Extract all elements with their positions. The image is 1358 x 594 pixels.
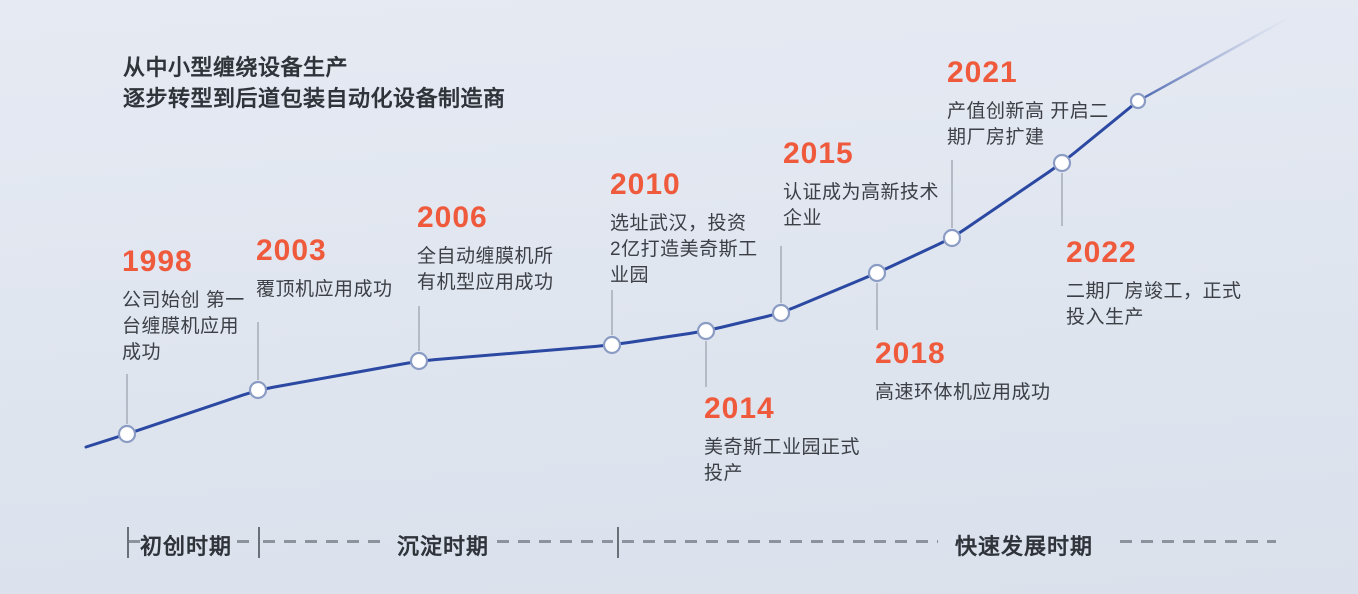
milestone-dot: [409, 351, 429, 371]
milestone-dot: [867, 263, 887, 283]
intro-title: 从中小型缠绕设备生产 逐步转型到后道包装自动化设备制造商: [123, 55, 506, 111]
milestone-desc: 认证成为高新技术 企业: [783, 182, 940, 229]
milestone-year: 2014: [704, 392, 775, 425]
milestone-dot: [117, 424, 137, 444]
phase-dash-line: [237, 540, 253, 543]
milestone-desc: 公司始创 第一 台缠膜机应用 成功: [122, 290, 245, 363]
milestone-dot: [602, 335, 622, 355]
milestone-year: 2021: [947, 56, 1018, 89]
milestone-year: 2015: [783, 137, 854, 170]
milestone-1998: 1998 公司始创 第一 台缠膜机应用 成功: [122, 247, 245, 366]
milestone-year: 2018: [875, 337, 946, 370]
milestone-dot: [942, 228, 962, 248]
milestone-desc: 二期厂房竣工，正式 投入生产: [1066, 281, 1242, 328]
phase-divider: [617, 527, 619, 558]
milestone-2022: 2022 二期厂房竣工，正式 投入生产: [1066, 238, 1242, 331]
milestone-desc: 选址武汉，投资 2亿打造美奇斯工 业园: [610, 213, 758, 286]
milestone-2021: 2021 产值创新高 开启二 期厂房扩建: [947, 58, 1109, 151]
milestone-2015: 2015 认证成为高新技术 企业: [783, 139, 939, 232]
milestone-desc: 高速环体机应用成功: [875, 382, 1051, 403]
trend-tail-dot: [1129, 92, 1147, 110]
milestone-2006: 2006 全自动缠膜机所 有机型应用成功: [417, 203, 554, 296]
milestone-year: 2003: [256, 234, 327, 267]
phase-divider: [127, 527, 129, 558]
phase-dash-line: [1120, 540, 1276, 543]
milestone-year: 2010: [610, 168, 681, 201]
milestone-dot: [1052, 153, 1072, 173]
phase-dash-line: [622, 540, 938, 543]
phase-dash-line: [129, 540, 140, 543]
growth-curve-fade-tail: [1137, 14, 1293, 103]
milestone-dot: [771, 303, 791, 323]
phase-label: 快速发展时期: [955, 534, 1094, 559]
milestone-desc: 覆顶机应用成功: [256, 279, 393, 300]
phase-label: 沉淀时期: [397, 534, 490, 559]
milestone-2003: 2003 覆顶机应用成功: [256, 236, 393, 303]
milestone-year: 2022: [1066, 236, 1137, 269]
milestone-2010: 2010 选址武汉，投资 2亿打造美奇斯工 业园: [610, 170, 758, 289]
milestone-2014: 2014 美奇斯工业园正式 投产: [704, 394, 860, 487]
milestone-dot: [248, 380, 268, 400]
milestone-desc: 美奇斯工业园正式 投产: [704, 437, 861, 484]
milestone-year: 1998: [122, 245, 193, 278]
phase-label: 初创时期: [140, 534, 233, 559]
milestone-2018: 2018 高速环体机应用成功: [875, 339, 1051, 406]
phase-divider: [258, 527, 260, 558]
milestone-dot: [696, 321, 716, 341]
phase-dash-line: [497, 540, 613, 543]
phase-dash-line: [263, 540, 385, 543]
milestone-year: 2006: [417, 201, 488, 234]
milestone-desc: 产值创新高 开启二 期厂房扩建: [947, 101, 1109, 148]
milestone-desc: 全自动缠膜机所 有机型应用成功: [417, 246, 554, 293]
